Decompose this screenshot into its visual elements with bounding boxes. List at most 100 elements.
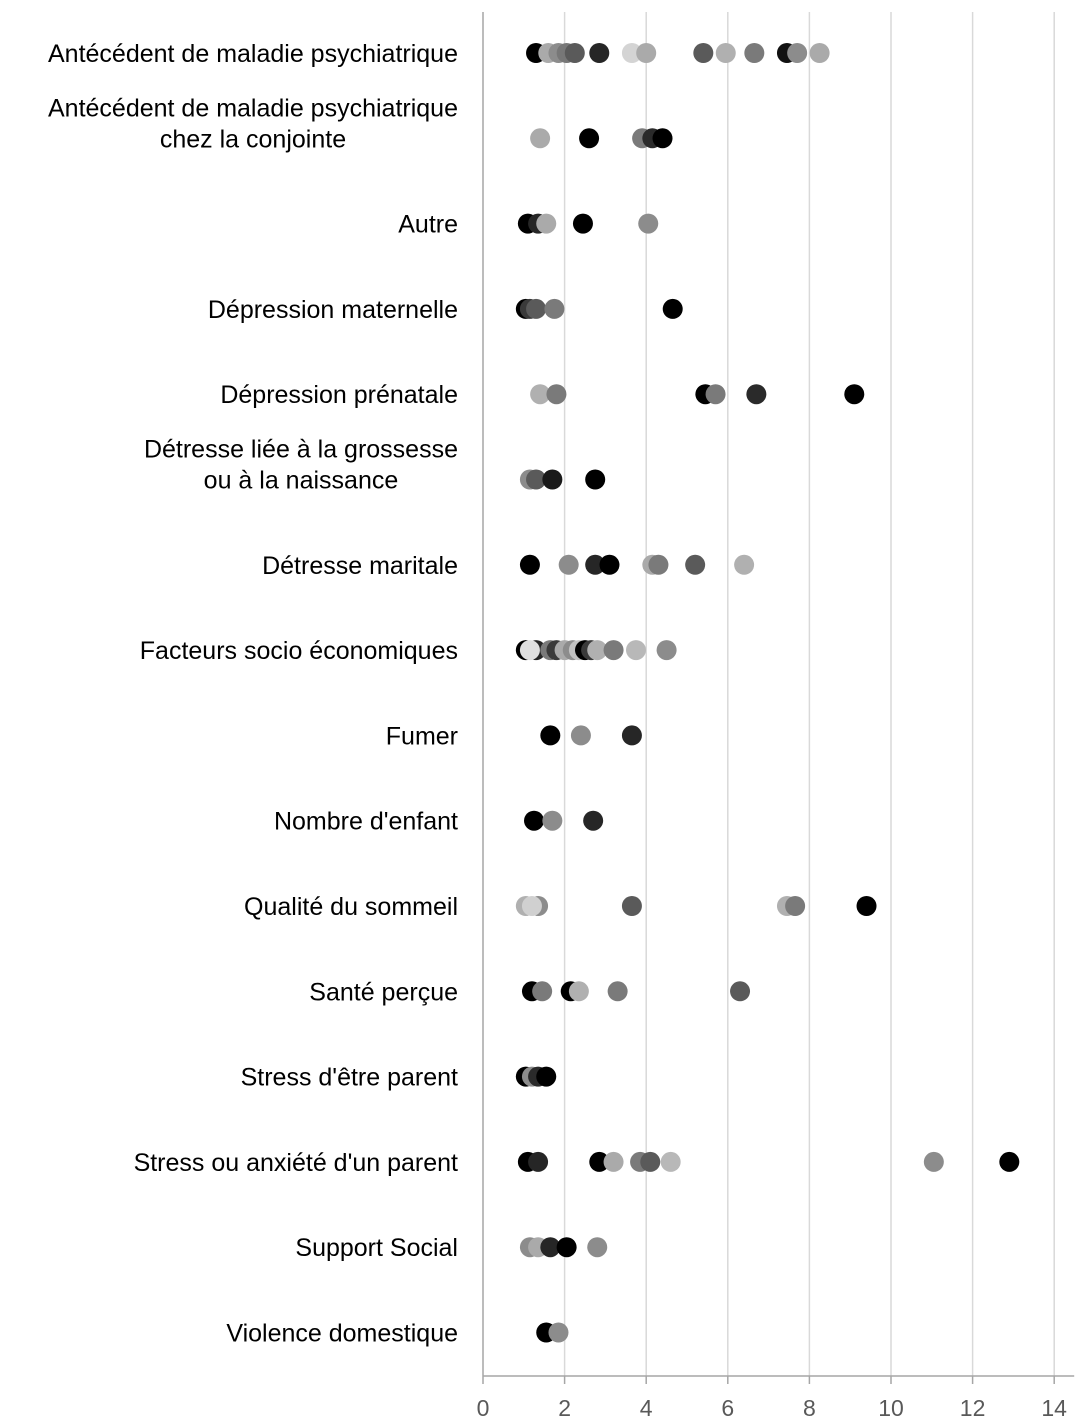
x-tick-label: 14 bbox=[1041, 1395, 1067, 1421]
category-label: Autre bbox=[398, 211, 458, 239]
category-label-line: chez la conjointe bbox=[160, 125, 346, 153]
data-point bbox=[648, 554, 669, 575]
data-point bbox=[746, 384, 767, 405]
data-point bbox=[660, 1151, 681, 1172]
category-label: Stress ou anxiété d'un parent bbox=[134, 1149, 458, 1177]
data-point bbox=[579, 128, 600, 149]
category-label: Détresse liée à la grossesse ou à la nais… bbox=[144, 436, 458, 495]
data-point bbox=[530, 128, 551, 149]
data-point bbox=[587, 1237, 608, 1258]
data-point bbox=[621, 43, 642, 63]
data-point bbox=[589, 1151, 610, 1172]
data-point bbox=[521, 896, 542, 916]
data-point bbox=[856, 896, 877, 916]
data-point bbox=[652, 128, 673, 149]
data-point bbox=[621, 725, 642, 746]
category-label-line: Dépression maternelle bbox=[208, 296, 458, 324]
data-point bbox=[546, 384, 567, 405]
x-tick-label: 10 bbox=[878, 1395, 904, 1421]
category-label-line: Facteurs socio économiques bbox=[140, 637, 458, 665]
data-point bbox=[603, 1151, 624, 1172]
category-labels: Antécédent de maladie psychiatrique Antéc… bbox=[48, 40, 458, 1348]
x-tick-label: 12 bbox=[960, 1395, 986, 1421]
data-point bbox=[556, 1237, 577, 1258]
data-point bbox=[923, 1151, 944, 1172]
x-tick-label: 4 bbox=[640, 1395, 653, 1421]
data-point bbox=[809, 43, 830, 63]
gridlines bbox=[563, 12, 1055, 1376]
data-point bbox=[583, 810, 604, 831]
data-point bbox=[540, 725, 561, 746]
data-point bbox=[558, 554, 579, 575]
x-tick-label: 6 bbox=[721, 1395, 734, 1421]
category-label: Support Social bbox=[295, 1234, 458, 1262]
category-label: Antécédent de maladie psychiatrique bbox=[48, 40, 458, 68]
data-point bbox=[585, 554, 606, 575]
data-point bbox=[636, 43, 657, 63]
data-point bbox=[638, 213, 659, 234]
data-points bbox=[515, 43, 1020, 1343]
data-point bbox=[587, 640, 608, 661]
category-label-line: Nombre d'enfant bbox=[274, 808, 458, 836]
data-point bbox=[603, 640, 624, 661]
data-point bbox=[542, 810, 563, 831]
category-label-line: ou à la naissance bbox=[204, 467, 399, 495]
category-label: Antécédent de maladie psychiatrique chez … bbox=[48, 94, 458, 153]
data-point bbox=[693, 43, 714, 63]
category-label: Dépression maternelle bbox=[208, 296, 458, 324]
data-point bbox=[544, 298, 565, 319]
data-point bbox=[526, 298, 547, 319]
data-point bbox=[585, 469, 606, 490]
category-label-line: Qualité du sommeil bbox=[244, 893, 458, 921]
data-point bbox=[589, 43, 610, 63]
data-point bbox=[607, 981, 628, 1002]
category-label-line: Détresse liée à la grossesse bbox=[144, 436, 458, 464]
x-tick-label: 8 bbox=[803, 1395, 816, 1421]
category-label-line: Violence domestique bbox=[226, 1320, 458, 1348]
data-point bbox=[532, 981, 553, 1002]
x-tick-label: 0 bbox=[477, 1395, 490, 1421]
category-label-line: Stress ou anxiété d'un parent bbox=[134, 1149, 458, 1177]
category-label-line: Fumer bbox=[386, 722, 458, 750]
category-label: Stress d'être parent bbox=[241, 1064, 458, 1092]
category-label-line: Antécédent de maladie psychiatrique bbox=[48, 40, 458, 68]
data-point bbox=[536, 213, 557, 234]
data-point bbox=[640, 1151, 661, 1172]
data-point bbox=[519, 554, 540, 575]
data-point bbox=[542, 469, 563, 490]
data-point bbox=[656, 640, 677, 661]
data-point bbox=[844, 384, 865, 405]
category-label-line: Détresse maritale bbox=[262, 552, 458, 580]
data-point bbox=[548, 1322, 569, 1343]
data-point bbox=[734, 554, 755, 575]
data-point bbox=[570, 725, 591, 746]
category-label-line: Santé perçue bbox=[309, 978, 458, 1006]
data-point bbox=[528, 1151, 549, 1172]
data-point bbox=[536, 1066, 557, 1087]
category-label: Dépression prénatale bbox=[220, 381, 458, 409]
x-axis: 0 2 4 6 8 10 12 14 bbox=[477, 12, 1075, 1421]
data-point bbox=[785, 896, 806, 916]
data-point bbox=[530, 384, 551, 405]
data-point bbox=[685, 554, 706, 575]
data-point bbox=[705, 384, 726, 405]
data-point bbox=[524, 810, 544, 831]
category-label: Nombre d'enfant bbox=[274, 808, 458, 836]
data-point bbox=[626, 640, 646, 661]
category-label: Qualité du sommeil bbox=[244, 893, 458, 921]
data-point bbox=[715, 43, 736, 63]
category-label-line: Support Social bbox=[295, 1234, 458, 1262]
category-label: Santé perçue bbox=[309, 978, 458, 1006]
data-point bbox=[568, 981, 589, 1002]
category-label: Fumer bbox=[386, 722, 458, 750]
category-label-line: Autre bbox=[398, 211, 458, 239]
data-point bbox=[744, 43, 765, 63]
category-label: Violence domestique bbox=[226, 1320, 458, 1348]
data-point bbox=[730, 981, 751, 1002]
data-point bbox=[662, 298, 683, 319]
x-tick-label: 2 bbox=[558, 1395, 571, 1421]
data-point bbox=[621, 896, 642, 916]
category-label: Facteurs socio économiques bbox=[140, 637, 458, 665]
category-label: Détresse maritale bbox=[262, 552, 458, 580]
